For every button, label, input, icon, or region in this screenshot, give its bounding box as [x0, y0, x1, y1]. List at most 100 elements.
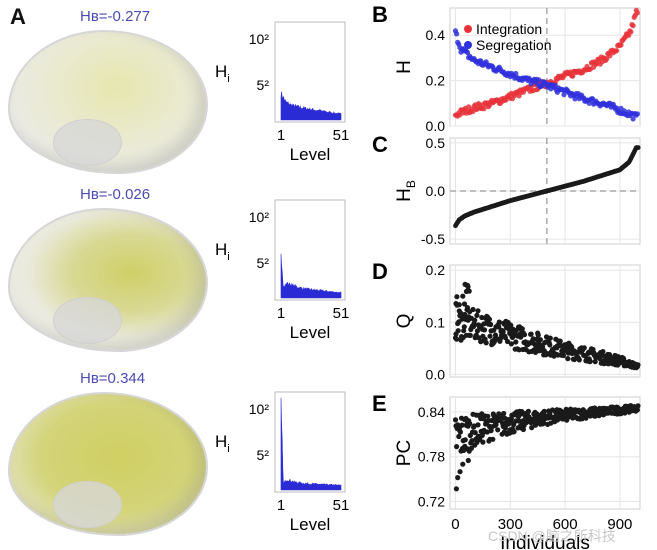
hist-ylabel-sub: i [227, 73, 229, 85]
point-q [472, 317, 478, 323]
panel-e: 0.72 0.78 0.84 E PC 0 300 600 900 Individuals [372, 391, 641, 550]
ytick-label: 0.2 [426, 73, 446, 89]
hist-ytick: 5² [257, 447, 270, 463]
hist-xtick: 1 [277, 127, 285, 144]
point-q [464, 305, 471, 311]
hist-xlabel: Level [290, 515, 331, 534]
point-q [576, 357, 582, 363]
point-q [519, 326, 525, 332]
xtick-label: 900 [607, 516, 632, 533]
point-pc [468, 445, 474, 451]
point-q [461, 328, 467, 334]
point-q [500, 329, 506, 335]
point-integration [614, 48, 620, 54]
point-pc [495, 427, 501, 433]
point-q [565, 356, 571, 362]
ytick-label: 0.1 [426, 314, 446, 330]
point-q [560, 352, 567, 359]
point-segregation [536, 77, 542, 83]
point-q [486, 316, 493, 322]
point-pc [485, 413, 491, 419]
hist-area [280, 91, 342, 121]
xtick-label: 0 [451, 516, 459, 533]
point-q [557, 338, 563, 344]
brain-2-hb-label: Hʙ=-0.026 [80, 186, 151, 203]
point-q [508, 341, 514, 347]
legend-marker-segregation [464, 41, 472, 49]
point-pc [490, 436, 496, 442]
point-q [516, 347, 522, 353]
point-q [581, 345, 587, 351]
point-pc [456, 433, 462, 440]
point-q [464, 282, 471, 288]
point-pc [475, 422, 481, 428]
point-integration [630, 23, 636, 29]
point-pc [460, 461, 466, 467]
point-q [467, 332, 473, 338]
brain-1-image [8, 30, 208, 174]
legend-label-integration: Integration [476, 21, 542, 37]
hist-area [280, 397, 342, 491]
point-pc [541, 420, 547, 426]
point-q [474, 312, 480, 318]
point-q [635, 362, 641, 368]
point-pc [457, 429, 463, 435]
hist-ylabel: Hi [215, 62, 230, 85]
point-pc [634, 407, 640, 413]
ytick-label: 0.78 [418, 449, 445, 465]
hist-xtick: 51 [333, 305, 350, 322]
xlabel: Individuals [500, 533, 590, 550]
point-pc [488, 428, 494, 434]
point-pc [472, 430, 478, 436]
point-integration [481, 106, 487, 112]
ytick-label: 0.84 [418, 404, 445, 420]
hist-ytick: 10² [249, 401, 270, 417]
hist-xtick: 51 [333, 127, 350, 144]
ylabel-sub: B [404, 180, 418, 188]
point-pc [459, 422, 465, 428]
panel-letter-a: A [10, 4, 26, 29]
point-segregation [513, 70, 519, 77]
panel-letter-e: E [372, 391, 387, 416]
point-q [487, 333, 493, 339]
point-q [502, 335, 508, 341]
panel-letter-b: B [372, 2, 388, 27]
watermark: CSDN @脑之所科技 [488, 528, 616, 544]
panel-c: -0.5 0.0 0.5 C HB [372, 132, 641, 247]
point-pc [493, 422, 499, 428]
point-q [535, 332, 541, 338]
point-segregation [454, 31, 460, 37]
point-q [481, 327, 488, 333]
panel-d: 0.0 0.1 0.2 D Q [372, 259, 641, 382]
hist-ytick: 10² [249, 31, 270, 47]
brain-1-hb-label: Hʙ=-0.277 [80, 8, 151, 25]
hist-xtick: 1 [277, 497, 285, 514]
ylabel: PC [394, 440, 415, 466]
point-integration [570, 73, 576, 79]
point-pc [469, 438, 475, 444]
hist-xlabel: Level [290, 145, 331, 164]
point-q [508, 322, 514, 328]
point-q [496, 319, 502, 325]
ytick-label: 0.0 [426, 118, 446, 134]
point-q [547, 335, 553, 341]
brain-2-image [8, 208, 208, 352]
point-pc [525, 408, 531, 414]
ytick-label: 0.0 [426, 366, 446, 382]
point-q [518, 334, 524, 340]
point-pc [462, 437, 468, 443]
point-pc [467, 420, 473, 427]
point-pc [465, 457, 471, 464]
point-q [454, 294, 460, 300]
point-q [466, 288, 472, 294]
ytick-label: 0.0 [426, 183, 446, 199]
point-pc [452, 417, 459, 423]
point-pc [453, 486, 459, 492]
point-q [521, 332, 528, 338]
point-q [483, 340, 489, 346]
ytick-label: 0.72 [418, 494, 445, 510]
point-q [587, 358, 593, 364]
point-pc [457, 469, 463, 475]
point-pc [480, 439, 486, 445]
